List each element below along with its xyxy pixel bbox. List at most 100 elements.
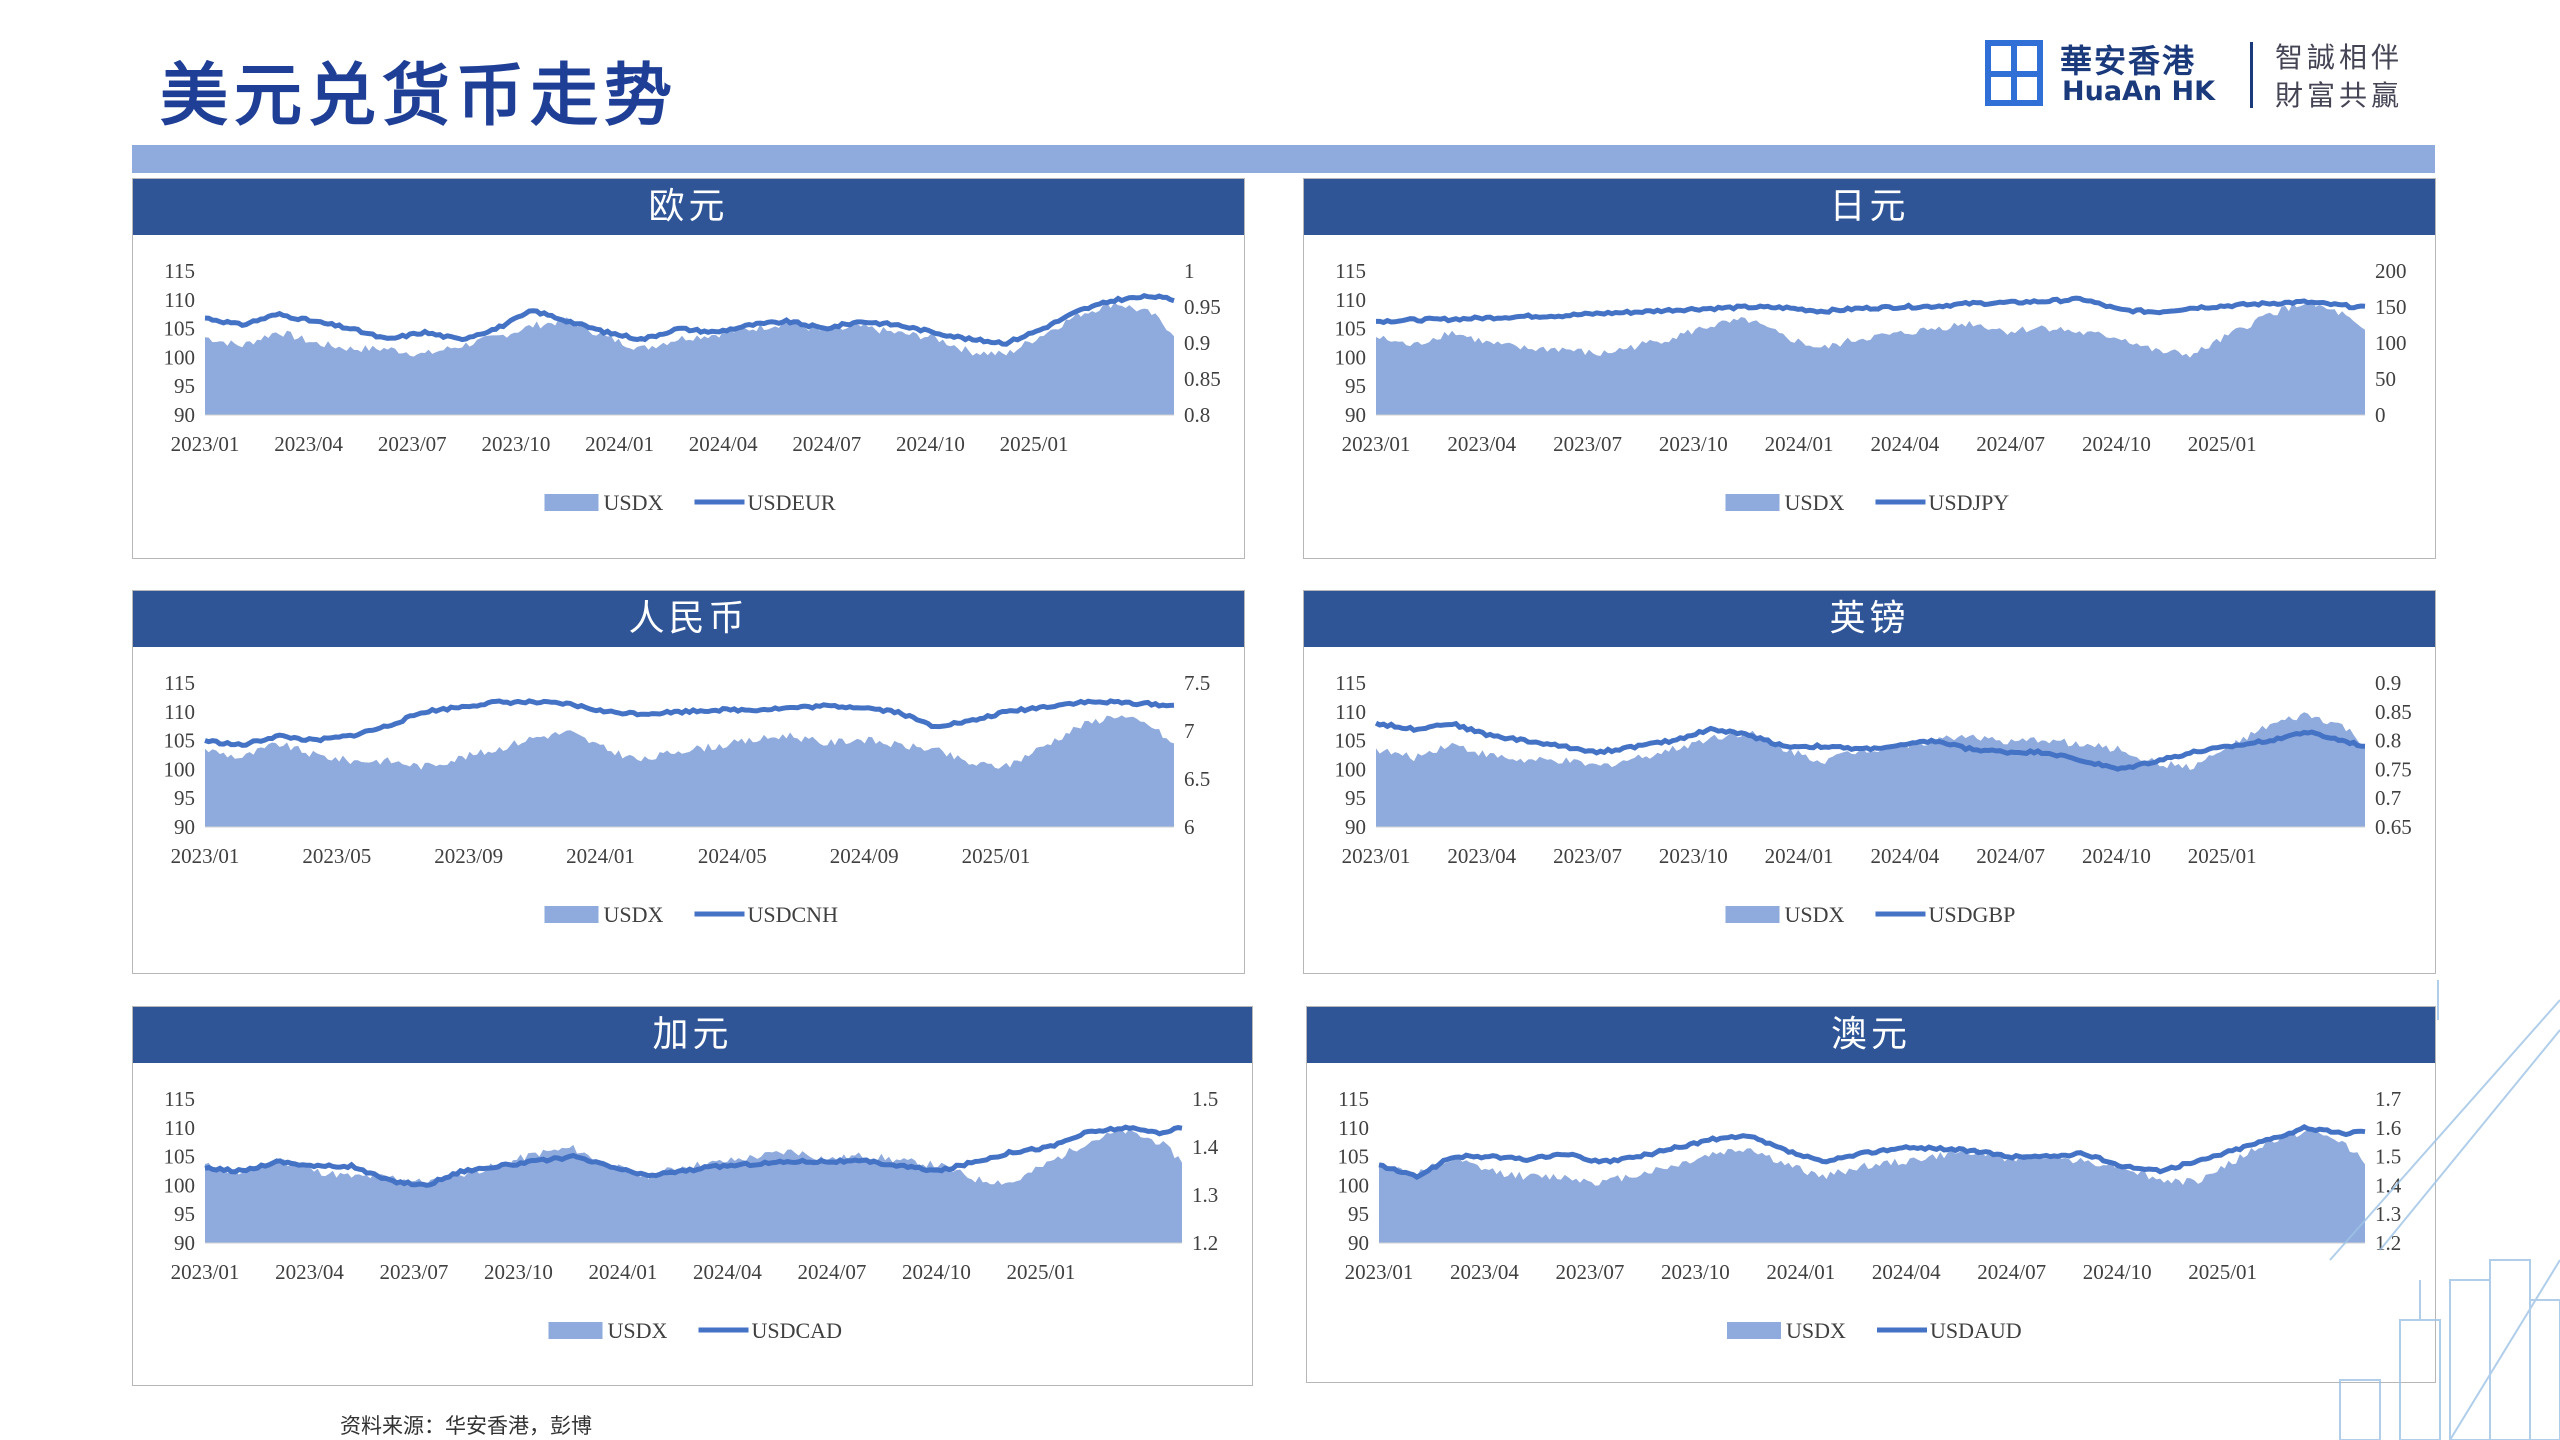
y-left-tick-label: 115 <box>164 259 195 283</box>
x-tick-label: 2023/01 <box>1342 432 1411 456</box>
legend-usdx-swatch <box>1725 494 1780 511</box>
series-usdgbp-line <box>1374 720 2366 772</box>
logo-slogan-line2: 財富共贏 <box>2275 79 2404 112</box>
legend-usdx-label: USDX <box>604 902 664 927</box>
y-left-tick-label: 95 <box>174 786 195 810</box>
x-tick-label: 2025/01 <box>1000 432 1069 456</box>
y-right-tick-label: 0.75 <box>2375 757 2412 781</box>
y-left-tick-label: 90 <box>1345 815 1366 839</box>
y-left-tick-label: 100 <box>1335 345 1367 369</box>
legend-usdx-label: USDX <box>608 1318 668 1343</box>
series-usdaud-line <box>1378 1124 2366 1181</box>
y-left-tick-label: 110 <box>1335 700 1366 724</box>
y-right-tick-label: 7.5 <box>1184 671 1210 695</box>
y-left-tick-label: 115 <box>1335 671 1366 695</box>
x-tick-label: 2023/10 <box>1659 432 1728 456</box>
x-tick-label: 2024/01 <box>1765 432 1834 456</box>
x-tick-label: 2025/01 <box>2188 1260 2257 1284</box>
y-left-tick-label: 100 <box>164 345 196 369</box>
y-left-tick-label: 115 <box>1335 259 1366 283</box>
x-tick-label: 2024/04 <box>689 432 758 456</box>
y-right-tick-label: 0.9 <box>1184 331 1210 355</box>
y-right-tick-label: 1.2 <box>2375 1231 2401 1255</box>
y-right-tick-label: 100 <box>2375 331 2407 355</box>
series-usdx-area <box>205 302 1174 415</box>
chart-jpy: 115 110 105 100 95 90 200 150 100 50 0 2023/01 2023/… <box>1335 259 2407 515</box>
series-usdjpy-line <box>1376 295 2366 326</box>
legend-line-label: USDEUR <box>748 490 836 515</box>
chart-title: 日元 <box>1304 179 2435 235</box>
y-right-tick-label: 200 <box>2375 259 2407 283</box>
series-usdcnh-line <box>204 698 1175 748</box>
x-tick-label: 2024/04 <box>1872 1260 1941 1284</box>
chart-panel-gbp: 英镑 115 110 105 100 95 90 0.9 0.85 0.8 0.75 0.7 0.65… <box>1303 590 2436 974</box>
y-right-tick-label: 1 <box>1184 259 1195 283</box>
logo-chinese-name: 華安香港 <box>2060 42 2197 80</box>
x-tick-label: 2023/09 <box>434 844 503 868</box>
x-tick-label: 2024/07 <box>792 432 861 456</box>
x-tick-label: 2024/04 <box>693 1260 762 1284</box>
y-left-tick-label: 115 <box>164 1087 195 1111</box>
x-tick-label: 2023/10 <box>1659 844 1728 868</box>
x-tick-label: 2024/01 <box>589 1260 658 1284</box>
y-left-tick-label: 105 <box>164 729 196 753</box>
chart-cad: 115 110 105 100 95 90 1.5 1.4 1.3 1.2 2023/01 2023/… <box>164 1087 1219 1343</box>
y-left-tick-label: 90 <box>174 403 195 427</box>
y-right-tick-label: 0.95 <box>1184 295 1221 319</box>
y-right-tick-label: 0.65 <box>2375 815 2412 839</box>
y-right-tick-label: 0.85 <box>1184 367 1221 391</box>
y-right-tick-label: 7 <box>1184 719 1195 743</box>
chart-eur: 115 110 105 100 95 90 1 0.95 0.9 0.85 0.8 2023/01 20… <box>164 259 1221 515</box>
x-tick-label: 2025/01 <box>962 844 1031 868</box>
y-right-tick-label: 1.4 <box>1192 1135 1219 1159</box>
y-left-tick-label: 105 <box>164 1145 196 1169</box>
legend-usdx-label: USDX <box>1786 1318 1846 1343</box>
y-left-tick-label: 100 <box>164 1173 196 1197</box>
chart-title: 欧元 <box>133 179 1244 235</box>
legend-line-label: USDAUD <box>1930 1318 2022 1343</box>
legend-usdx-label: USDX <box>1785 902 1845 927</box>
x-tick-label: 2023/04 <box>1450 1260 1519 1284</box>
x-tick-label: 2024/07 <box>1977 1260 2046 1284</box>
x-tick-label: 2024/10 <box>902 1260 971 1284</box>
y-left-tick-label: 105 <box>1335 729 1367 753</box>
legend-usdx-swatch <box>1727 1322 1781 1339</box>
x-tick-label: 2023/05 <box>302 844 371 868</box>
y-left-tick-label: 95 <box>1345 374 1366 398</box>
chart-title: 英镑 <box>1304 591 2435 647</box>
y-left-tick-label: 100 <box>164 757 196 781</box>
y-left-tick-label: 110 <box>164 700 195 724</box>
x-tick-label: 2024/05 <box>698 844 767 868</box>
y-right-tick-label: 50 <box>2375 367 2396 391</box>
x-tick-label: 2023/10 <box>481 432 550 456</box>
y-left-tick-label: 110 <box>164 288 195 312</box>
legend-line-label: USDJPY <box>1929 490 2010 515</box>
y-left-tick-label: 90 <box>1345 403 1366 427</box>
legend-usdx-swatch <box>544 906 599 923</box>
legend-usdx-swatch <box>548 1322 603 1339</box>
page-title: 美元兑货币走势 <box>160 56 679 136</box>
x-tick-label: 2023/10 <box>1661 1260 1730 1284</box>
x-tick-label: 2023/07 <box>1553 432 1622 456</box>
x-tick-label: 2024/07 <box>1976 844 2045 868</box>
chart-panel-eur: 欧元 115 110 105 100 95 90 1 0.95 0.9 0.85 0.8 2023/0… <box>132 178 1245 559</box>
chart-title: 人民币 <box>133 591 1244 647</box>
x-tick-label: 2024/01 <box>1766 1260 1835 1284</box>
series-usdx-area <box>1376 712 2365 827</box>
chart-title: 加元 <box>133 1007 1252 1063</box>
x-tick-label: 2023/07 <box>1555 1260 1624 1284</box>
x-tick-label: 2024/01 <box>1765 844 1834 868</box>
y-left-tick-label: 95 <box>174 1202 195 1226</box>
legend-usdx-swatch <box>544 494 599 511</box>
x-tick-label: 2023/01 <box>171 844 240 868</box>
series-usdx-area <box>205 715 1174 827</box>
x-tick-label: 2024/01 <box>566 844 635 868</box>
x-tick-label: 2023/01 <box>1345 1260 1414 1284</box>
x-tick-label: 2025/01 <box>1007 1260 1076 1284</box>
logo-english-name: HuaAn HK <box>2062 76 2216 107</box>
logo-slogan-line1: 智誠相伴 <box>2275 41 2404 74</box>
chart-panel-cad: 加元 115 110 105 100 95 90 1.5 1.4 1.3 1.2 2023/01 20… <box>132 1006 1253 1386</box>
y-right-tick-label: 0 <box>2375 403 2386 427</box>
x-tick-label: 2023/04 <box>274 432 343 456</box>
chart-cnh: 115 110 105 100 95 90 7.5 7 6.5 6 2023/01 2023/05 20… <box>164 671 1211 927</box>
